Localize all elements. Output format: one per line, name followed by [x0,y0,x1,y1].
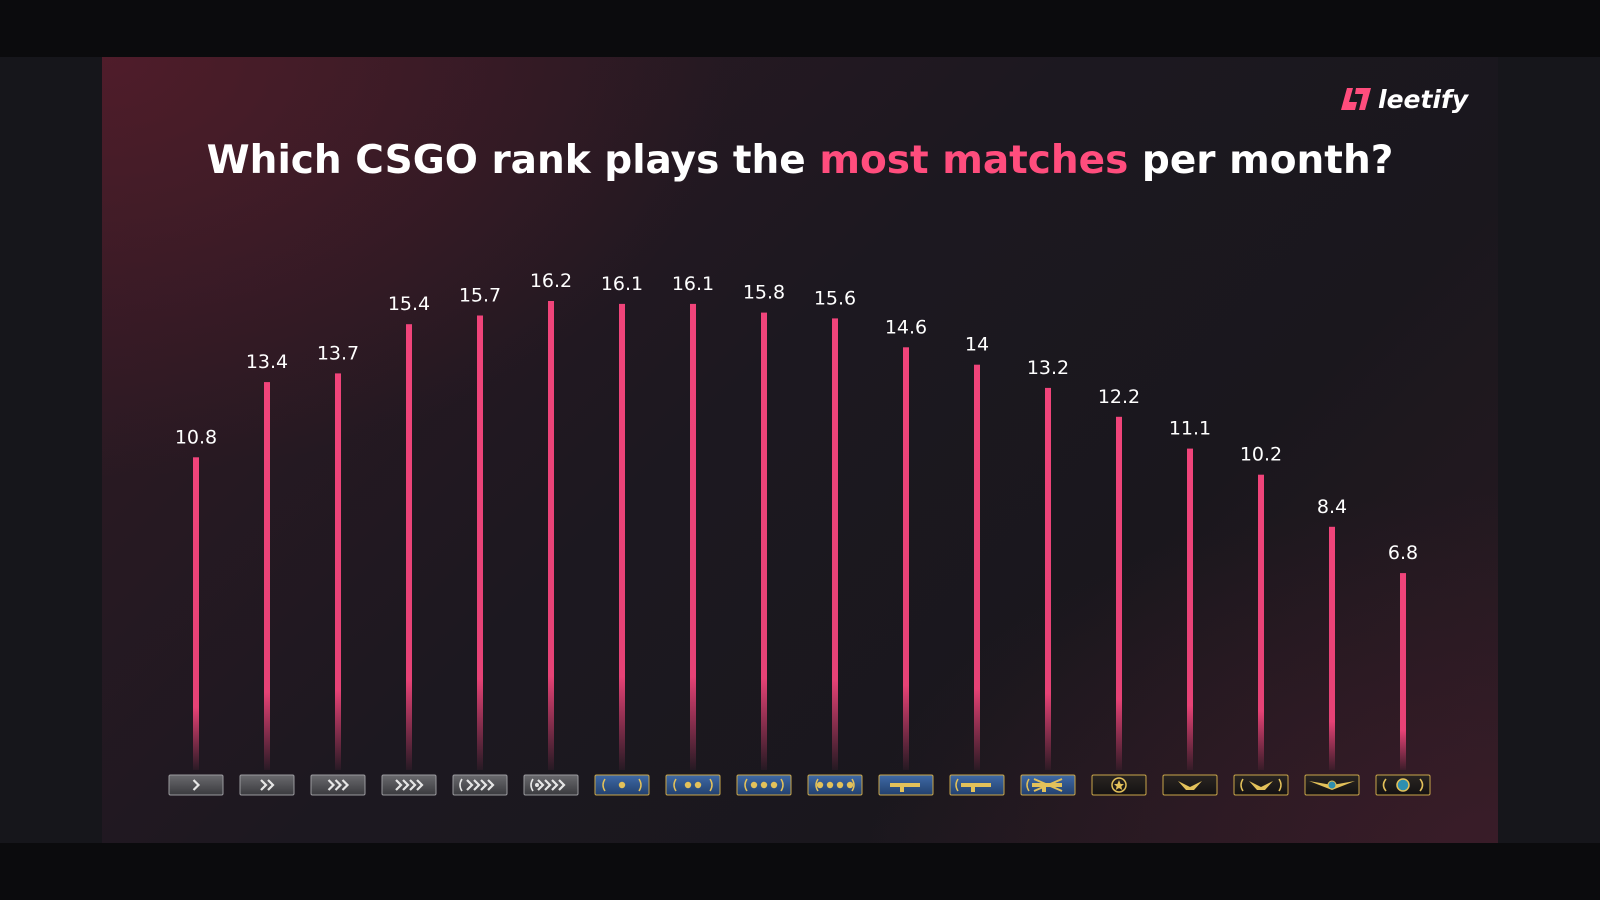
bar-silver-i [193,457,199,770]
value-label-silver-ii: 13.4 [246,351,288,373]
bar-distinguished-master-guardian [1116,416,1122,770]
value-label-silver-iv: 15.4 [388,293,430,315]
master-guardian-1-icon [878,774,934,796]
title-prefix: Which CSGO rank plays the [206,138,820,183]
pillar-right [1498,57,1600,843]
letterbox-bottom [0,843,1600,900]
bar-master-guardian-elite [1045,387,1051,770]
silver-elite-icon [452,774,508,796]
value-label-master-guardian-elite: 13.2 [1027,357,1069,379]
value-label-master-guardian-i: 14.6 [885,316,927,338]
value-label-legendary-eagle-master: 10.2 [1240,444,1282,466]
bar-supreme-master-first-class [1329,526,1335,770]
silver-3-icon [310,774,366,796]
chart-title: Which CSGO rank plays the most matches p… [102,138,1498,183]
silver-4-icon [381,774,437,796]
value-label-silver-iii: 13.7 [317,342,359,364]
title-highlight: most matches [819,138,1129,183]
value-label-master-guardian-ii: 14 [965,334,989,356]
gold-nova-1-icon [594,774,650,796]
logo-text: leetify [1378,84,1469,114]
value-label-gold-nova-iii: 15.8 [743,282,785,304]
leetify-logo: leetify [1340,84,1468,114]
bar-gold-nova-i [619,303,625,770]
bar-master-guardian-ii [974,364,980,770]
gold-nova-master-icon [807,774,863,796]
gold-nova-3-icon [736,774,792,796]
legendary-eagle-master-icon [1233,774,1289,796]
bar-legendary-eagle [1187,448,1193,770]
distinguished-master-guardian-icon [1091,774,1147,796]
value-label-silver-elite: 15.7 [459,285,501,307]
master-guardian-2-icon [949,774,1005,796]
value-label-legendary-eagle: 11.1 [1169,418,1211,440]
chart-card [102,57,1498,843]
master-guardian-elite-icon [1020,774,1076,796]
pillar-left [0,57,102,843]
leetify-logo-icon [1341,88,1371,110]
value-label-gold-nova-i: 16.1 [601,273,643,295]
bar-gold-nova-master [832,318,838,770]
title-suffix: per month? [1128,138,1394,183]
global-elite-icon [1375,774,1431,796]
letterbox-top [0,0,1600,57]
gold-nova-2-icon [665,774,721,796]
value-label-supreme-master-first-class: 8.4 [1317,496,1347,518]
bar-silver-elite [477,315,483,770]
silver-1-icon [168,774,224,796]
bar-the-global-elite [1400,573,1406,770]
legendary-eagle-icon [1162,774,1218,796]
silver-elite-master-icon [523,774,579,796]
value-label-silver-elite-master: 16.2 [530,270,572,292]
bar-silver-iii [335,373,341,770]
bar-silver-elite-master [548,301,554,770]
value-label-the-global-elite: 6.8 [1388,542,1418,564]
value-label-distinguished-master-guardian: 12.2 [1098,386,1140,408]
silver-2-icon [239,774,295,796]
bar-silver-ii [264,382,270,770]
value-label-gold-nova-ii: 16.1 [672,273,714,295]
supreme-master-first-class-icon [1304,774,1360,796]
bar-gold-nova-ii [690,303,696,770]
value-label-gold-nova-master: 15.6 [814,287,856,309]
value-label-silver-i: 10.8 [175,426,217,448]
bar-gold-nova-iii [761,312,767,770]
bar-master-guardian-i [903,347,909,770]
bar-silver-iv [406,324,412,770]
bar-legendary-eagle-master [1258,474,1264,770]
